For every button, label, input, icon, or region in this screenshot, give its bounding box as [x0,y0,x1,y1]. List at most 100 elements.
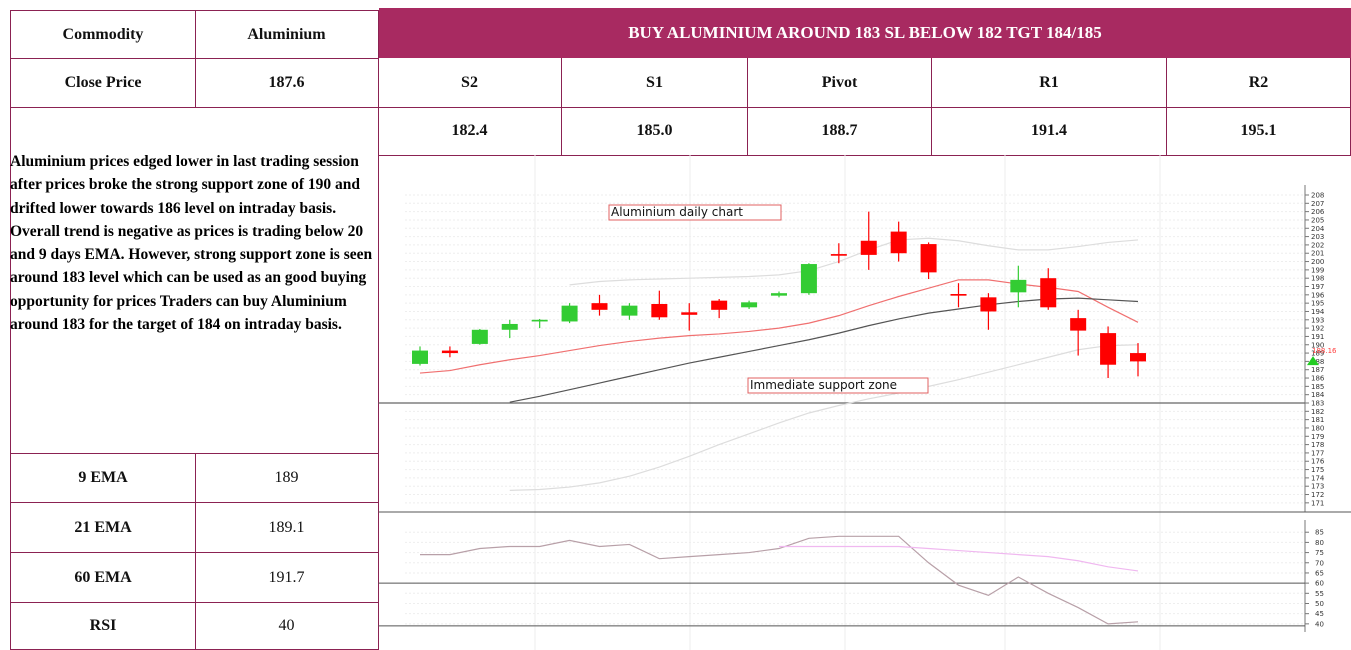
y-tick-label: 187 [1311,366,1324,374]
level-value: 182.4 [378,107,562,156]
rsi-tick-label: 65 [1315,569,1324,577]
indicator-value: 189 [195,453,379,503]
y-tick-label: 190 [1311,341,1324,349]
candle-body [741,302,758,308]
rsi-tick-label: 55 [1315,590,1324,598]
rsi-line [420,535,1139,625]
y-tick-label: 185 [1311,383,1324,391]
candle-body [920,244,937,273]
candle-body [890,231,907,254]
candle-body [471,329,488,344]
y-tick-label: 207 [1311,200,1324,208]
y-tick-label: 199 [1311,266,1324,274]
candle-body [501,323,518,330]
y-tick-label: 196 [1311,291,1325,299]
y-tick-label: 184 [1311,391,1325,399]
rsi-tick-label: 40 [1315,620,1324,628]
indicator-value: 40 [195,603,379,650]
y-tick-label: 194 [1311,308,1325,316]
candle-body [771,293,787,296]
indicator-label: 9 EMA [10,453,196,503]
candle-body [830,254,847,256]
rsi-tick-label: 70 [1315,559,1324,567]
candle-body [1010,279,1027,293]
close-label: Close Price [10,58,196,108]
y-tick-label: 178 [1311,441,1324,449]
y-tick-label: 183 [1311,400,1324,408]
level-label: R1 [932,58,1167,108]
trade-call: BUY ALUMINIUM AROUND 183 SL BELOW 182 TG… [379,8,1351,58]
level-value: 185.0 [562,107,748,156]
y-tick-label: 208 [1311,191,1324,199]
level-label: Pivot [748,58,932,108]
y-tick-label: 204 [1311,225,1325,233]
candle-body [591,303,608,310]
last-price-marker [1307,356,1319,366]
y-tick-label: 180 [1311,424,1324,432]
candle-body [1040,278,1057,308]
rsi-tick-label: 85 [1315,529,1324,537]
level-label: R2 [1167,58,1351,108]
candle-body [561,305,578,322]
rsi-tick-label: 45 [1315,610,1324,618]
candle-body [681,312,698,315]
y-tick-label: 172 [1311,491,1324,499]
candle-body [1070,318,1087,331]
indicator-value: 191.7 [195,553,379,603]
y-tick-label: 189 [1311,350,1324,358]
level-label: S2 [378,58,562,108]
y-tick-label: 191 [1311,333,1324,341]
indicator-line [509,344,1139,491]
y-tick-label: 188 [1311,358,1324,366]
candle-body [800,264,817,294]
indicator-line [509,297,1139,403]
y-tick-label: 182 [1311,408,1324,416]
y-tick-label: 201 [1311,250,1324,258]
y-tick-label: 203 [1311,233,1324,241]
y-tick-label: 200 [1311,258,1324,266]
y-tick-label: 195 [1311,300,1324,308]
candle-body [980,297,997,312]
indicator-label: 21 EMA [10,503,196,553]
chart-title-box [608,204,782,221]
y-tick-label: 198 [1311,275,1324,283]
rsi-tick-label: 80 [1315,539,1324,547]
commentary: Aluminium prices edged lower in last tra… [10,153,373,334]
y-tick-label: 173 [1311,483,1324,491]
last-price-label: 188.16 [1312,347,1337,355]
commodity: Aluminium [195,10,379,59]
candle-body [860,240,877,255]
rsi-tick-label: 60 [1315,580,1324,588]
annotation: Immediate support zone [750,378,897,392]
indicator-value: 189.1 [195,503,379,553]
y-tick-label: 175 [1311,466,1324,474]
candle-body [412,350,428,364]
y-tick-label: 202 [1311,241,1324,249]
y-tick-label: 192 [1311,325,1324,333]
close-value: 187.6 [195,58,379,108]
annotation-box [747,377,929,394]
rsi-line [779,545,1139,572]
candle-body [441,350,458,354]
rsi-tick-label: 50 [1315,600,1324,608]
candle-body [711,300,728,310]
level-value: 195.1 [1167,107,1351,156]
rsi-tick-label: 75 [1315,549,1324,557]
candle-body [950,294,967,296]
candle-body [531,319,548,322]
y-tick-label: 171 [1311,499,1324,507]
y-tick-label: 174 [1311,474,1325,482]
chart-title: Aluminium daily chart [611,205,743,219]
y-tick-label: 205 [1311,216,1324,224]
y-tick-label: 193 [1311,316,1324,324]
y-tick-label: 206 [1311,208,1325,216]
candle-body [1130,353,1146,362]
y-tick-label: 197 [1311,283,1324,291]
indicator-label: RSI [10,603,196,650]
indicator-label: 60 EMA [10,553,196,603]
indicator-line [569,237,1139,286]
chart: 1711721731741751761771781791801811821831… [378,155,1351,650]
candle-body [1100,333,1117,365]
level-value: 188.7 [748,107,932,156]
